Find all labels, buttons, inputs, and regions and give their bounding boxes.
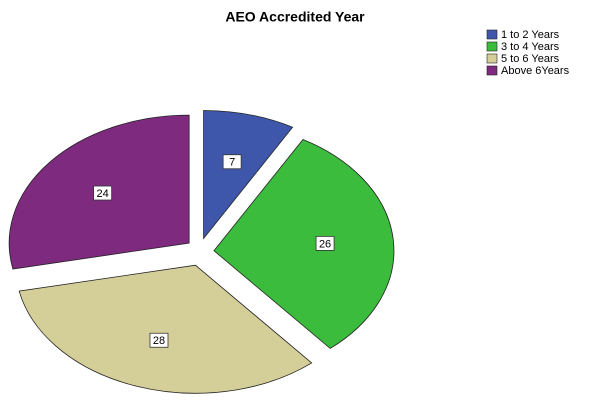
data-label: 7 bbox=[229, 157, 235, 169]
legend-swatch bbox=[486, 65, 498, 76]
legend-swatch bbox=[486, 29, 498, 40]
pie-slice bbox=[18, 264, 313, 394]
data-label-group: 26 bbox=[315, 235, 335, 251]
data-label-group: 28 bbox=[149, 332, 169, 348]
data-label: 28 bbox=[153, 335, 165, 347]
pie-slice bbox=[203, 110, 294, 240]
data-label: 26 bbox=[319, 238, 331, 250]
data-label-group: 7 bbox=[222, 154, 242, 170]
data-label-box bbox=[93, 185, 113, 201]
legend-label: Above 6Years bbox=[501, 65, 570, 77]
pie-slice bbox=[213, 138, 395, 349]
data-label-box bbox=[315, 235, 335, 251]
data-label-box bbox=[149, 332, 169, 348]
chart-title: AEO Accredited Year bbox=[225, 9, 365, 25]
legend-label: 5 to 6 Years bbox=[501, 53, 560, 65]
data-label: 24 bbox=[97, 188, 109, 200]
legend-swatch bbox=[486, 41, 498, 52]
legend-label: 3 to 4 Years bbox=[501, 41, 560, 53]
data-label-box bbox=[222, 154, 242, 170]
data-label-group: 24 bbox=[93, 185, 113, 201]
legend-label: 1 to 2 Years bbox=[501, 29, 560, 41]
legend-swatch bbox=[486, 53, 498, 64]
